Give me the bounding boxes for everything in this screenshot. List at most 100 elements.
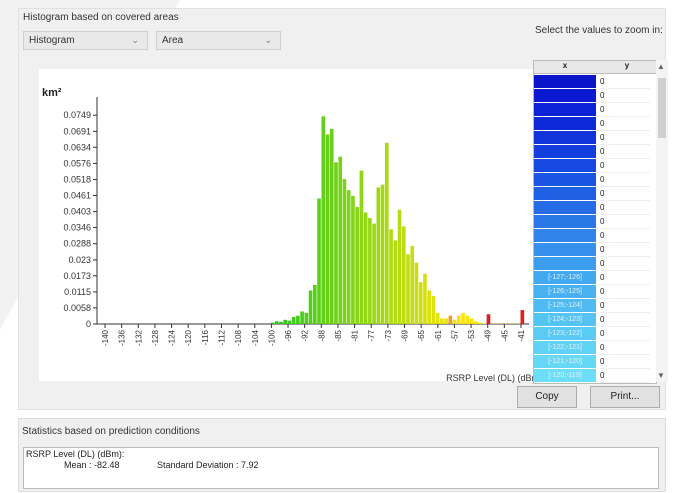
zoom-value-cell[interactable]: 0: [600, 229, 650, 243]
zoom-table-row[interactable]: 0: [534, 229, 656, 243]
chart-type-select[interactable]: Histogram ⌄: [23, 31, 148, 50]
y-tick-label: 0.0576: [63, 158, 91, 168]
zoom-table-row[interactable]: [-125;-124] 0: [534, 299, 656, 313]
histogram-bar: [321, 116, 326, 324]
zoom-table-row[interactable]: 0: [534, 243, 656, 257]
zoom-value-cell[interactable]: 0: [600, 299, 650, 313]
zoom-range-cell: [-127;-126]: [534, 271, 596, 284]
zoom-value-cell[interactable]: 0: [600, 369, 650, 383]
x-tick-label: -124: [168, 329, 177, 346]
statistics-panel: Statistics based on prediction condition…: [18, 418, 666, 492]
zoom-value-cell[interactable]: 0: [600, 313, 650, 327]
zoom-range-cell: [-124;-123]: [534, 313, 596, 326]
x-tick-label: -81: [351, 329, 360, 341]
histogram-bar: [274, 321, 279, 324]
zoom-value-cell[interactable]: 0: [600, 117, 650, 131]
zoom-value-cell[interactable]: 0: [600, 215, 650, 229]
zoom-value-cell[interactable]: 0: [600, 201, 650, 215]
zoom-value-cell[interactable]: 0: [600, 257, 650, 271]
zoom-table-row[interactable]: [-120;-119] 0: [534, 369, 656, 383]
zoom-range-cell: [-120;-119]: [534, 369, 596, 382]
zoom-range-cell: [-125;-124]: [534, 299, 596, 312]
histogram-bar: [372, 223, 376, 324]
zoom-value-cell[interactable]: 0: [600, 327, 650, 341]
y-tick-label: 0: [86, 319, 91, 329]
x-tick-label: -49: [484, 329, 493, 341]
zoom-range-cell: [534, 187, 596, 200]
scroll-thumb[interactable]: [658, 78, 666, 138]
zoom-table-row[interactable]: [-123;-122] 0: [534, 327, 656, 341]
zoom-range-cell: [534, 257, 596, 270]
histogram-bar: [329, 128, 334, 324]
zoom-table-row[interactable]: [-122;-121] 0: [534, 341, 656, 355]
zoom-table-row[interactable]: [-127;-126] 0: [534, 271, 656, 285]
scroll-down-icon[interactable]: ▼: [657, 371, 665, 380]
zoom-value-cell[interactable]: 0: [600, 187, 650, 201]
zoom-table-row[interactable]: 0: [534, 257, 656, 271]
zoom-table-row[interactable]: 0: [534, 173, 656, 187]
zoom-table-row[interactable]: 0: [534, 215, 656, 229]
scroll-up-icon[interactable]: ▲: [657, 62, 665, 71]
histogram-bar: [304, 312, 309, 324]
x-tick-label: -132: [134, 329, 143, 346]
x-tick-label: -96: [284, 329, 293, 341]
print-button[interactable]: Print...: [590, 386, 660, 408]
zoom-range-cell: [-122;-121]: [534, 341, 596, 354]
zoom-value-cell[interactable]: 0: [600, 271, 650, 285]
zoom-value-cell[interactable]: 0: [600, 75, 650, 89]
zoom-col-x-header: x: [562, 61, 568, 70]
zoom-table-row[interactable]: 0: [534, 75, 656, 89]
zoom-table-row[interactable]: 0: [534, 187, 656, 201]
zoom-table-scrollbar[interactable]: ▲ ▼: [656, 60, 668, 382]
zoom-value-cell[interactable]: 0: [600, 159, 650, 173]
y-tick-label: 0.0058: [63, 303, 91, 313]
measure-value: Area: [162, 35, 184, 46]
zoom-value-cell[interactable]: 0: [600, 285, 650, 299]
histogram-bar: [300, 311, 304, 324]
histogram-bar: [368, 218, 372, 324]
histogram-bar: [469, 318, 474, 324]
zoom-table-row[interactable]: 0: [534, 131, 656, 145]
histogram-chart: km² 0 0.0058 0.0115 0.0173 0.023 0.0288 0.0346…: [39, 69, 544, 383]
y-tick-label: 0.0691: [63, 126, 91, 136]
zoom-table-row[interactable]: 0: [534, 117, 656, 131]
zoom-value-cell[interactable]: 0: [600, 89, 650, 103]
histogram-bar: [427, 290, 431, 324]
zoom-value-cell[interactable]: 0: [600, 145, 650, 159]
chart-unit-label: km²: [42, 87, 62, 99]
zoom-range-cell: [534, 159, 596, 172]
zoom-range-cell: [534, 103, 596, 116]
zoom-value-cell[interactable]: 0: [600, 355, 650, 369]
histogram-bar: [363, 212, 368, 324]
zoom-value-cell[interactable]: 0: [600, 243, 650, 257]
x-tick-label: -53: [467, 329, 476, 341]
histogram-bar: [457, 315, 461, 324]
zoom-table-row[interactable]: [-121;-120] 0: [534, 355, 656, 369]
histogram-bar: [448, 315, 453, 324]
histogram-panel: Histogram based on covered areas Histogr…: [18, 8, 668, 410]
x-tick-label: -61: [434, 329, 443, 341]
x-tick-label: -92: [301, 329, 310, 341]
statistics-text-area[interactable]: RSRP Level (DL) (dBm): Mean : -82.48 Sta…: [23, 447, 659, 489]
zoom-value-cell[interactable]: 0: [600, 103, 650, 117]
zoom-value-cell[interactable]: 0: [600, 341, 650, 355]
zoom-table-row[interactable]: 0: [534, 103, 656, 117]
zoom-table-row[interactable]: 0: [534, 159, 656, 173]
histogram-bar: [308, 290, 313, 324]
histogram-bar: [444, 318, 448, 324]
histogram-bar: [482, 323, 487, 324]
histogram-bar: [313, 284, 317, 324]
zoom-table-row[interactable]: 0: [534, 145, 656, 159]
zoom-table-row[interactable]: [-124;-123] 0: [534, 313, 656, 327]
zoom-value-cell[interactable]: 0: [600, 131, 650, 145]
x-tick-label: -108: [234, 329, 243, 346]
measure-select[interactable]: Area ⌄: [156, 31, 281, 50]
zoom-range-cell: [-123;-122]: [534, 327, 596, 340]
copy-button[interactable]: Copy: [517, 386, 577, 408]
zoom-table-row[interactable]: 0: [534, 89, 656, 103]
zoom-table-row[interactable]: 0: [534, 201, 656, 215]
zoom-table-row[interactable]: [-126;-125] 0: [534, 285, 656, 299]
zoom-value-cell[interactable]: 0: [600, 173, 650, 187]
chevron-down-icon: ⌄: [264, 35, 272, 45]
y-tick-label: 0.0634: [63, 142, 91, 152]
